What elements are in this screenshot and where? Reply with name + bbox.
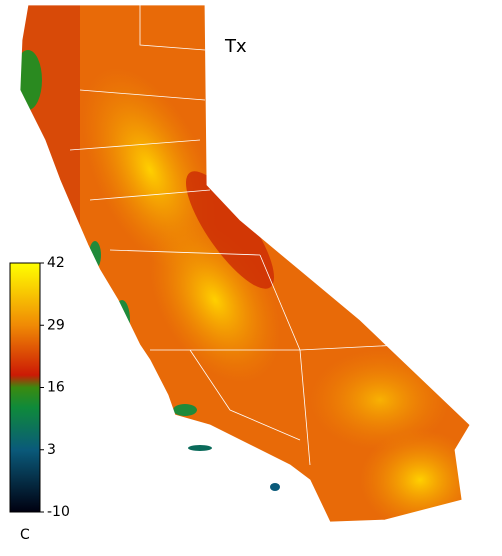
colorbar-tick-label: 42: [47, 255, 65, 271]
colorbar-tick-label: 16: [47, 380, 65, 396]
state-border: [19, 4, 471, 523]
colorbar-tick-label: 3: [47, 442, 56, 458]
colorbar: [9, 262, 41, 513]
colorbar-tick-label: -10: [47, 504, 70, 520]
island: [270, 483, 280, 491]
colorbar-unit: C: [20, 527, 30, 543]
map-title: Tx: [224, 36, 247, 57]
colorbar-tick-label: 29: [47, 317, 65, 333]
county-lines: [69, 5, 401, 466]
island: [188, 445, 212, 451]
